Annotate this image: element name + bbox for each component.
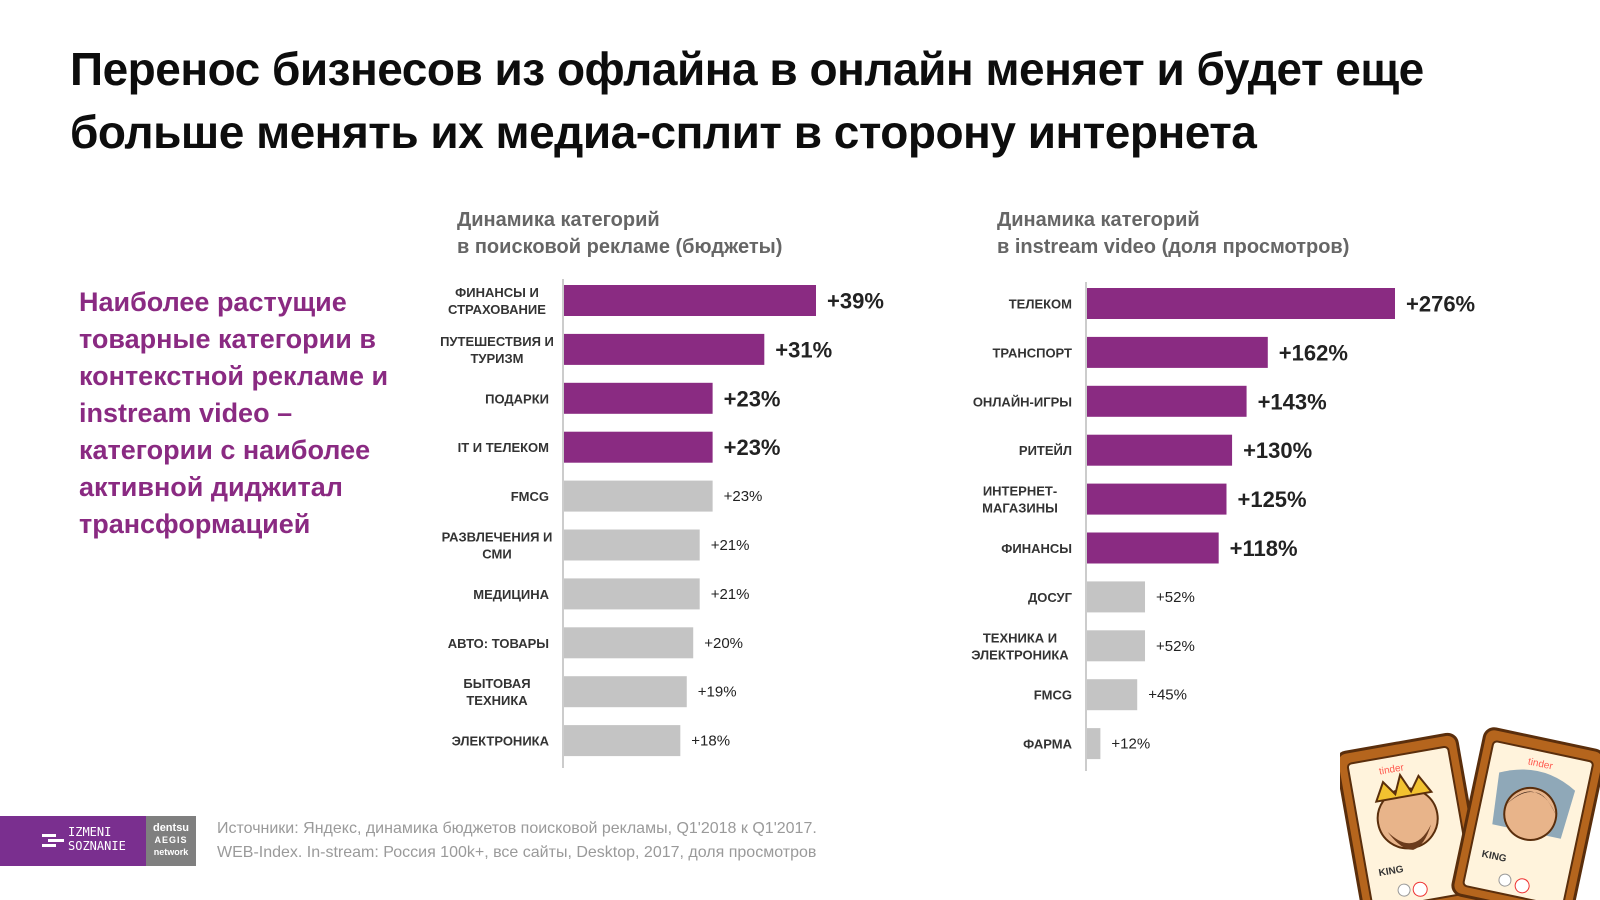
bar <box>564 480 713 512</box>
data-label: +118% <box>1230 536 1298 561</box>
data-label: +12% <box>1111 736 1150 753</box>
bar <box>1087 728 1101 760</box>
category-label: БЫТОВАЯ ТЕХНИКА <box>463 676 530 708</box>
tinder-card-queen: tinder KING <box>1451 727 1600 900</box>
data-label: +23% <box>724 435 781 460</box>
logo-line-1: IZMENI <box>68 825 112 839</box>
bar <box>1087 385 1247 417</box>
category-label: АВТО: ТОВАРЫ <box>448 636 549 651</box>
aegis-text: AEGIS <box>154 835 188 845</box>
source-line-1: Источники: Яндекс, динамика бюджетов пои… <box>217 820 817 837</box>
category-label: FMCG <box>1034 688 1072 703</box>
data-label: +21% <box>711 537 750 554</box>
card1-name: KING <box>1378 864 1405 879</box>
bar <box>564 431 713 463</box>
sources-note: Источники: Яндекс, динамика бюджетов пои… <box>217 817 817 865</box>
data-label: +21% <box>711 586 750 603</box>
category-label: РАЗВЛЕЧЕНИЯ И СМИ <box>442 530 553 562</box>
data-label: +23% <box>724 488 763 505</box>
bar <box>564 285 816 316</box>
bar <box>1087 581 1146 613</box>
chart-title-line: Динамика категорий <box>457 209 660 231</box>
bar <box>564 578 700 610</box>
dentsu-text: dentsu <box>152 822 190 834</box>
category-label: МЕДИЦИНА <box>473 587 549 602</box>
data-label: +143% <box>1258 389 1327 414</box>
bar <box>1087 679 1138 711</box>
data-label: +52% <box>1156 638 1195 655</box>
card2-brand: tinder <box>1527 756 1554 772</box>
category-label: ТЕХНИКА И ЭЛЕКТРОНИКА <box>971 630 1069 662</box>
bar <box>564 333 765 365</box>
bar <box>564 627 694 659</box>
page-title: Перенос бизнесов из офлайна в онлайн мен… <box>70 43 1424 158</box>
bar <box>564 382 713 414</box>
card2-name: KING <box>1481 849 1508 865</box>
izmeni-soznanie-logo: IZMENI SOZNANIE <box>0 816 146 866</box>
chart-title-line: Динамика категорий <box>997 209 1200 231</box>
logo-mark-icon <box>42 834 64 848</box>
source-line-2: WEB-Index. In-stream: Россия 100k+, все … <box>217 844 817 861</box>
category-label: ТРАНСПОРТ <box>992 345 1072 360</box>
data-label: +19% <box>698 684 737 701</box>
category-label: ЭЛЕКТРОНИКА <box>452 734 550 749</box>
category-label: ОНЛАЙН-ИГРЫ <box>973 394 1072 409</box>
logo-line-2: SOZNANIE <box>68 839 126 853</box>
category-label: РИТЕЙЛ <box>1019 443 1072 458</box>
category-label: ФАРМА <box>1023 737 1072 752</box>
bar <box>1087 434 1233 466</box>
category-label: ДОСУГ <box>1028 590 1073 605</box>
category-label: IT И ТЕЛЕКОМ <box>458 440 549 455</box>
category-label: ПУТЕШЕСТВИЯ И ТУРИЗМ <box>440 334 554 366</box>
data-label: +39% <box>827 289 884 314</box>
tinder-cards-illustration: tinder KING tinder KING <box>1340 727 1600 900</box>
network-text: network <box>153 847 189 857</box>
bar <box>564 725 681 757</box>
data-label: +52% <box>1156 589 1195 606</box>
bar <box>1087 532 1219 564</box>
bar <box>1087 630 1146 662</box>
bar <box>1087 336 1268 368</box>
data-label: +276% <box>1406 292 1475 317</box>
chart-title-line: в поисковой рекламе (бюджеты) <box>457 236 782 258</box>
data-label: +20% <box>704 635 743 652</box>
card1-brand: tinder <box>1378 762 1405 777</box>
category-label: ФИНАНСЫ И СТРАХОВАНИЕ <box>448 285 546 317</box>
chart-title-line: в instream video (доля просмотров) <box>997 236 1349 258</box>
highlight-text: Наиболее растущие товарные категории в к… <box>79 287 389 539</box>
category-label: ФИНАНСЫ <box>1001 541 1072 556</box>
category-label: ПОДАРКИ <box>485 391 549 406</box>
data-label: +45% <box>1148 687 1187 704</box>
category-label: ИНТЕРНЕТ-МАГАЗИНЫ <box>982 484 1058 516</box>
data-label: +130% <box>1243 438 1312 463</box>
category-label: ТЕЛЕКОМ <box>1009 297 1072 312</box>
data-label: +18% <box>691 733 730 750</box>
bar <box>564 529 700 561</box>
data-label: +125% <box>1237 487 1306 512</box>
data-label: +162% <box>1279 340 1348 365</box>
dentsu-aegis-logo: dentsu AEGIS network <box>146 816 196 866</box>
bar <box>1087 483 1227 515</box>
bar <box>1087 288 1395 319</box>
data-label: +31% <box>775 337 832 362</box>
data-label: +23% <box>724 386 781 411</box>
bar <box>564 676 687 708</box>
category-label: FMCG <box>511 489 549 504</box>
